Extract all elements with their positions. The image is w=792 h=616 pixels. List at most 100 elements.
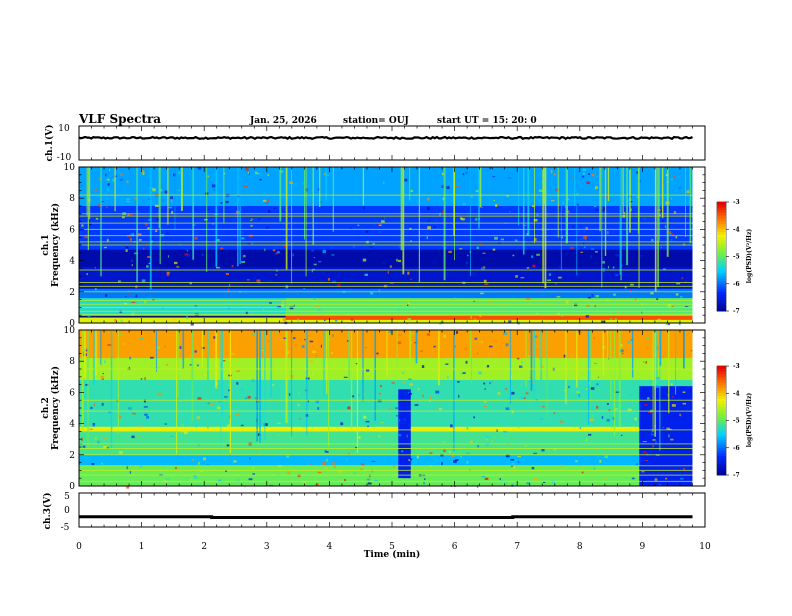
spectrogram-streak xyxy=(176,330,178,454)
x-tick-label: 3 xyxy=(264,542,270,552)
spectrogram-streak xyxy=(689,167,692,244)
spectrogram-speckle xyxy=(654,441,657,445)
x-tick-label: 1 xyxy=(139,542,145,552)
spectrogram-speckle xyxy=(620,349,624,353)
spectrogram-speckle xyxy=(473,416,475,419)
spectrogram-speckle xyxy=(315,354,318,357)
spectrogram-speckle xyxy=(531,466,535,470)
spectrogram-speckle xyxy=(267,173,269,177)
spectrogram-speckle xyxy=(401,262,404,265)
spectrogram-speckle xyxy=(603,269,605,273)
spectrogram-speckle xyxy=(262,199,267,202)
spectrogram-speckle xyxy=(572,330,575,333)
spectrogram-speckle xyxy=(199,470,204,472)
spectrogram-speckle xyxy=(287,471,291,475)
spectrogram-streak xyxy=(576,167,578,276)
ch2-colorbar-cell xyxy=(717,417,726,421)
ch2-colorbar-cell xyxy=(717,420,726,424)
spectrogram-speckle xyxy=(194,236,198,240)
spectrogram-speckle xyxy=(668,434,670,438)
spectrogram-speckle xyxy=(134,252,138,255)
spectrogram-speckle xyxy=(517,426,520,429)
spectrogram-speckle xyxy=(458,394,460,398)
spectrogram-speckle xyxy=(206,463,210,466)
spectrogram-streak xyxy=(415,330,418,364)
spectrogram-speckle xyxy=(317,308,321,312)
spectrogram-speckle xyxy=(505,454,510,458)
spectrogram-speckle xyxy=(665,477,668,480)
spectrogram-speckle xyxy=(89,274,92,276)
spectrogram-speckle xyxy=(254,276,256,279)
spectrogram-speckle xyxy=(536,348,541,352)
spectrogram-speckle xyxy=(393,466,395,468)
spectrogram-speckle xyxy=(509,211,512,213)
spectrogram-speckle xyxy=(647,397,650,400)
ch3-waveform-ylabel: ch.3(V) xyxy=(42,493,53,530)
spectrogram-speckle xyxy=(423,481,425,485)
spectrogram-speckle xyxy=(107,344,112,346)
spectrogram-speckle xyxy=(528,354,532,358)
spectrogram-speckle xyxy=(315,483,320,485)
spectrogram-speckle xyxy=(604,455,609,458)
ch2-colorbar-cell xyxy=(717,376,726,381)
spectrogram-speckle xyxy=(203,457,206,461)
spectrogram-speckle xyxy=(132,412,136,415)
spectrogram-streak xyxy=(522,167,525,255)
ch1-colorbar-tick-label: -6 xyxy=(733,281,740,288)
spectrogram-speckle xyxy=(257,433,261,436)
spectrogram-speckle xyxy=(227,424,231,427)
spectrogram-speckle xyxy=(172,375,174,378)
spectrogram-streak xyxy=(543,167,545,206)
spectrogram-speckle xyxy=(671,306,674,308)
spectrogram-speckle xyxy=(101,402,104,406)
spectrogram-speckle xyxy=(491,351,493,353)
spectrogram-speckle xyxy=(684,305,689,308)
spectrogram-speckle xyxy=(441,210,445,213)
spectrogram-streak xyxy=(659,330,661,451)
spectrogram-speckle xyxy=(671,396,674,398)
ch1-colorbar-cell xyxy=(717,294,726,298)
spectrogram-speckle xyxy=(89,223,93,225)
spectrogram-speckle xyxy=(410,278,413,280)
spectrogram-speckle xyxy=(402,330,406,332)
ch1-colorbar-cell xyxy=(717,226,726,230)
spectrogram-speckle xyxy=(106,178,110,181)
ch1-colorbar-tick-label: -7 xyxy=(733,308,740,315)
spectrogram-speckle xyxy=(595,208,599,211)
ch1-colorbar-cell xyxy=(717,218,726,222)
spectrogram-streak xyxy=(542,167,544,284)
spectrogram-speckle xyxy=(466,427,469,430)
spectrogram-speckle xyxy=(604,477,607,480)
spectrogram-speckle xyxy=(293,337,296,340)
spectrogram-speckle xyxy=(613,293,616,296)
spectrogram-speckle xyxy=(673,211,677,214)
spectrogram-streak xyxy=(177,330,179,398)
ch1-colorbar-cell xyxy=(717,204,726,208)
spectrogram-speckle xyxy=(81,242,85,244)
spectrogram-speckle xyxy=(578,394,581,397)
ch2-colorbar-cell xyxy=(717,455,726,460)
spectrogram-speckle xyxy=(427,226,431,229)
ch1-colorbar-cell xyxy=(717,308,726,312)
spectrogram-speckle xyxy=(378,224,382,226)
spectrogram-speckle xyxy=(143,247,145,250)
spectrogram-speckle xyxy=(286,455,290,458)
spectrogram-speckle xyxy=(653,482,658,485)
spectrogram-speckle xyxy=(131,435,135,439)
spectrogram-speckle xyxy=(473,300,476,303)
spectrogram-speckle xyxy=(408,459,411,461)
spectrogram-speckle xyxy=(290,375,295,378)
spectrogram-streak xyxy=(544,167,547,289)
spectrogram-speckle xyxy=(451,454,455,458)
spectrogram-speckle xyxy=(106,238,109,242)
spectrogram-speckle xyxy=(481,475,485,478)
spectrogram-speckle xyxy=(399,478,402,482)
spectrogram-speckle xyxy=(286,350,290,354)
spectrogram-speckle xyxy=(506,195,509,198)
spectrogram-speckle xyxy=(164,345,166,348)
spectrogram-speckle xyxy=(426,333,430,336)
spectrogram-speckle xyxy=(243,254,246,258)
spectrogram-speckle xyxy=(650,433,655,436)
spectrogram-speckle xyxy=(151,238,155,241)
spectrogram-speckle xyxy=(671,178,673,181)
